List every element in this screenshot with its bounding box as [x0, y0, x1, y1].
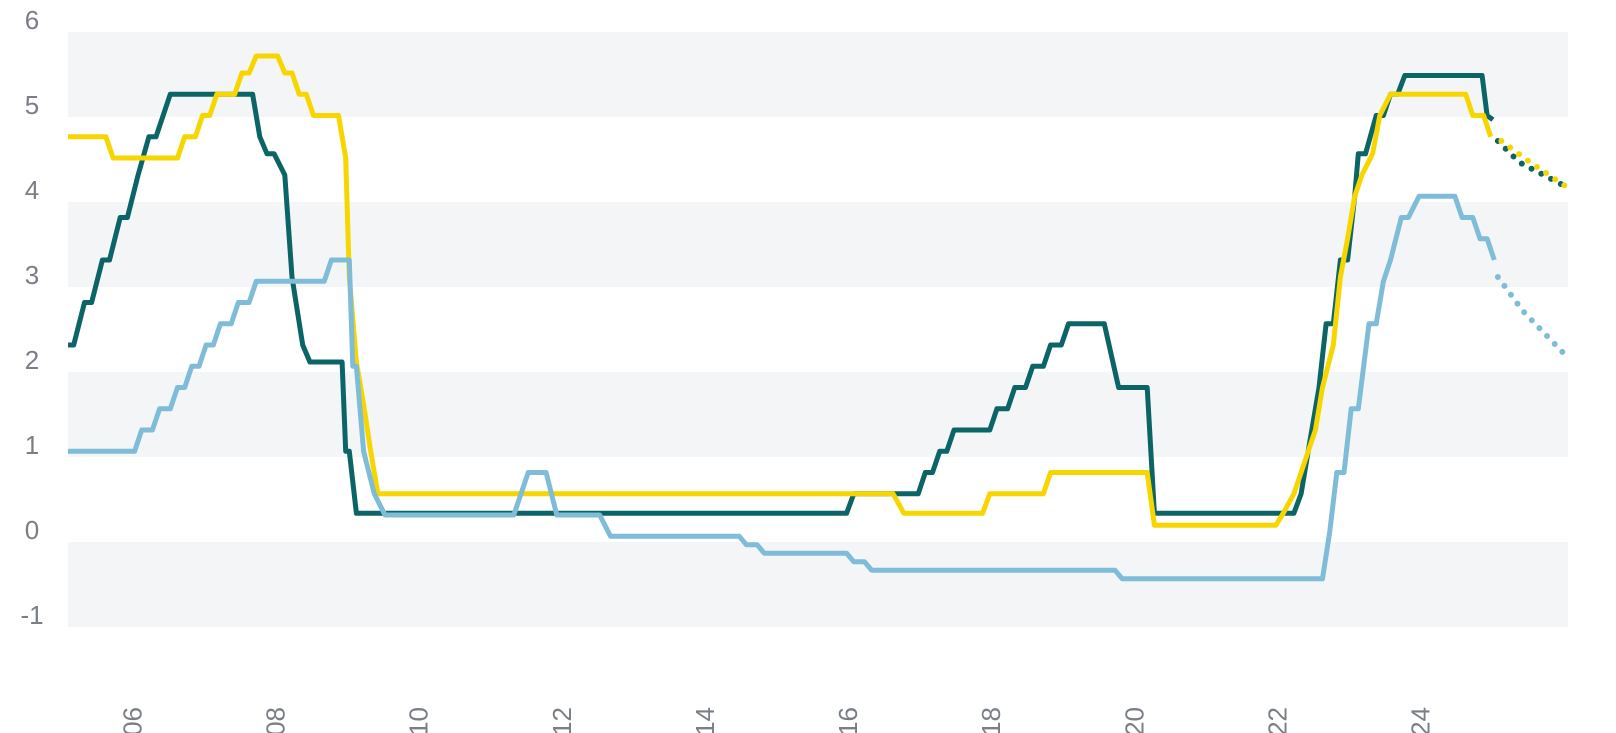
grid-band	[68, 32, 1568, 117]
y-tick-label: 6	[25, 5, 39, 35]
series-line	[68, 193, 1497, 582]
y-tick-label: 4	[25, 175, 39, 205]
y-tick-label: 1	[25, 430, 39, 460]
y-tick-label: 2	[25, 345, 39, 375]
y-tick-label: 0	[25, 515, 39, 545]
series-line	[1494, 138, 1571, 191]
x-tick-label: 2012	[547, 707, 577, 733]
x-tick-label: 2018	[976, 707, 1006, 733]
x-tick-label: 2008	[261, 707, 291, 733]
x-tick-label: 2010	[404, 707, 434, 733]
grid-band	[68, 542, 1568, 627]
grid-band	[68, 372, 1568, 457]
x-tick-label: 2020	[1119, 707, 1149, 733]
series-line	[1498, 138, 1571, 191]
x-tick-label: 2006	[117, 707, 147, 733]
grid-band	[68, 202, 1568, 287]
x-tick-label: 2016	[833, 707, 863, 733]
x-tick-label: 2022	[1262, 707, 1292, 733]
series-line	[68, 53, 1494, 528]
y-tick-label: 5	[25, 90, 39, 120]
x-tick-label: 2014	[690, 707, 720, 733]
series-line	[1494, 274, 1571, 361]
y-tick-label: 3	[25, 260, 39, 290]
x-tick-label: 2024	[1406, 707, 1436, 733]
y-tick-label: -1	[20, 600, 43, 630]
